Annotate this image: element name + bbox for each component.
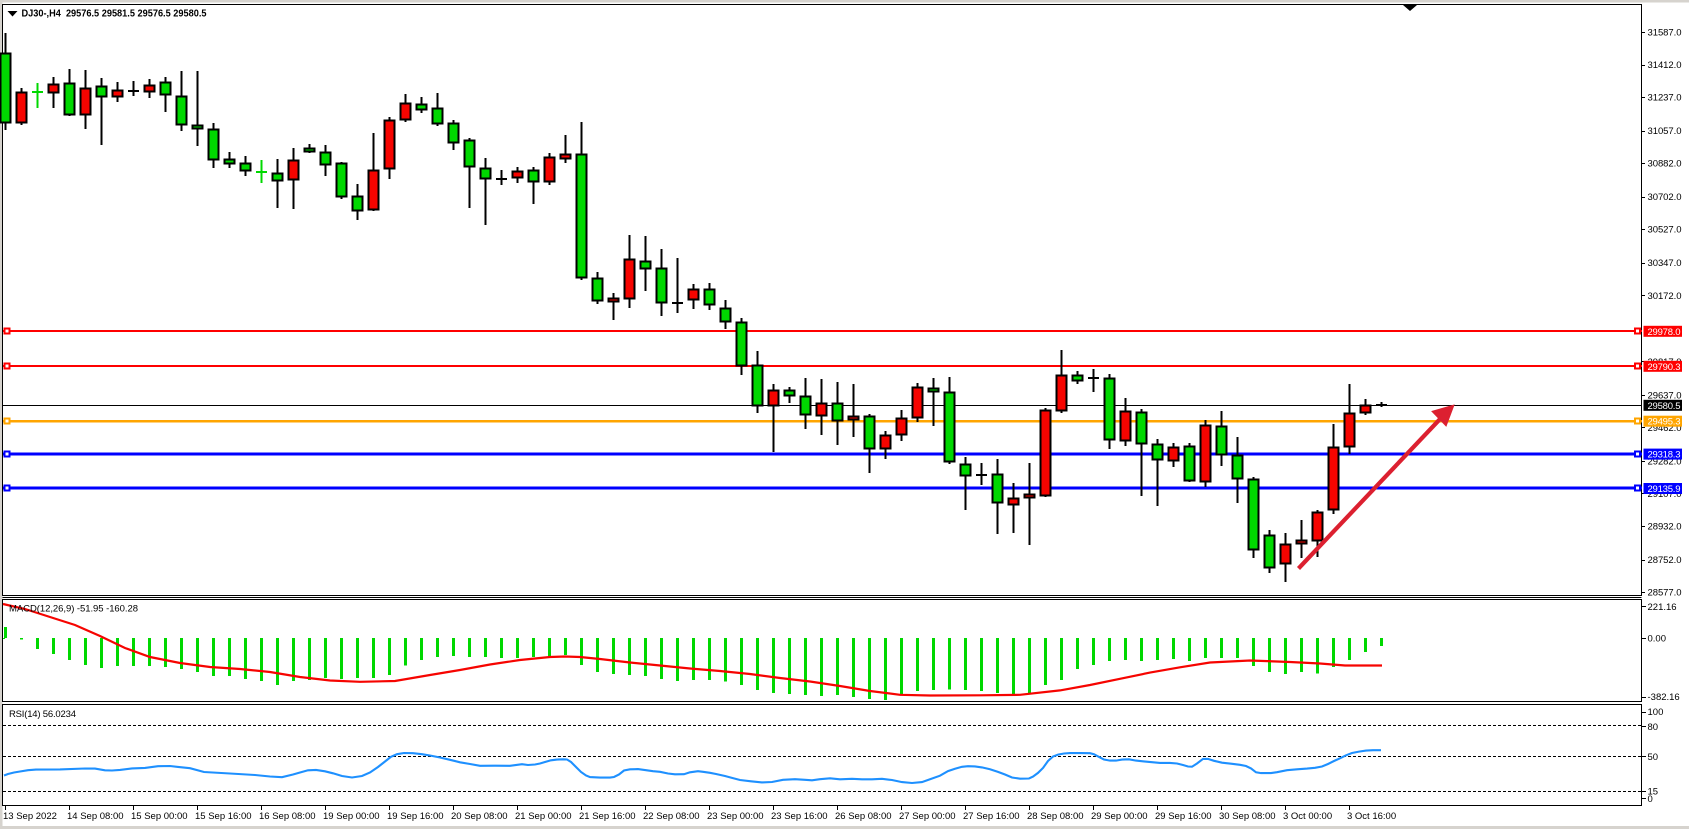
svg-text:15 Sep 16:00: 15 Sep 16:00	[195, 811, 252, 822]
svg-text:27 Sep 00:00: 27 Sep 00:00	[899, 811, 956, 822]
svg-text:221.16: 221.16	[1648, 602, 1677, 613]
svg-text:50: 50	[1648, 752, 1659, 763]
svg-text:28932.0: 28932.0	[1648, 522, 1682, 533]
svg-text:RSI(14) 56.0234: RSI(14) 56.0234	[9, 709, 76, 720]
svg-text:14 Sep 08:00: 14 Sep 08:00	[67, 811, 124, 822]
svg-text:27 Sep 16:00: 27 Sep 16:00	[963, 811, 1020, 822]
svg-text:MACD(12,26,9) -51.95 -160.28: MACD(12,26,9) -51.95 -160.28	[9, 604, 138, 615]
svg-text:29107.0: 29107.0	[1648, 489, 1682, 500]
svg-text:31587.0: 31587.0	[1648, 28, 1682, 39]
svg-text:26 Sep 08:00: 26 Sep 08:00	[835, 811, 892, 822]
svg-text:31412.0: 31412.0	[1648, 60, 1682, 71]
svg-text:80: 80	[1648, 722, 1659, 733]
svg-text:30347.0: 30347.0	[1648, 258, 1682, 269]
svg-text:20 Sep 08:00: 20 Sep 08:00	[451, 811, 508, 822]
svg-text:-382.16: -382.16	[1648, 692, 1680, 703]
svg-text:30 Sep 08:00: 30 Sep 08:00	[1219, 811, 1276, 822]
svg-text:29282.0: 29282.0	[1648, 456, 1682, 467]
svg-text:29978.0: 29978.0	[1648, 327, 1681, 338]
svg-text:19 Sep 16:00: 19 Sep 16:00	[387, 811, 444, 822]
svg-text:23 Sep 00:00: 23 Sep 00:00	[707, 811, 764, 822]
svg-text:16 Sep 08:00: 16 Sep 08:00	[259, 811, 316, 822]
svg-text:19 Sep 00:00: 19 Sep 00:00	[323, 811, 380, 822]
svg-text:3 Oct 16:00: 3 Oct 16:00	[1347, 811, 1396, 822]
svg-text:29495.3: 29495.3	[1648, 417, 1681, 428]
svg-text:100: 100	[1648, 707, 1664, 718]
svg-text:29790.3: 29790.3	[1648, 362, 1681, 373]
svg-text:29 Sep 16:00: 29 Sep 16:00	[1155, 811, 1212, 822]
svg-text:29 Sep 00:00: 29 Sep 00:00	[1091, 811, 1148, 822]
svg-text:30702.0: 30702.0	[1648, 192, 1682, 203]
svg-text:22 Sep 08:00: 22 Sep 08:00	[643, 811, 700, 822]
svg-text:28752.0: 28752.0	[1648, 555, 1682, 566]
svg-text:21 Sep 00:00: 21 Sep 00:00	[515, 811, 572, 822]
svg-text:0.00: 0.00	[1648, 634, 1667, 645]
svg-text:29318.3: 29318.3	[1648, 450, 1681, 461]
svg-text:29462.0: 29462.0	[1648, 423, 1682, 434]
svg-text:30172.0: 30172.0	[1648, 291, 1682, 302]
svg-text:29135.9: 29135.9	[1648, 484, 1681, 495]
svg-text:0: 0	[1648, 794, 1653, 805]
svg-text:3 Oct 00:00: 3 Oct 00:00	[1283, 811, 1332, 822]
svg-text:21 Sep 16:00: 21 Sep 16:00	[579, 811, 636, 822]
svg-text:29580.5: 29580.5	[1648, 401, 1681, 412]
svg-text:31057.0: 31057.0	[1648, 126, 1682, 137]
svg-text:DJ30-,H4 29576.5 29581.5 2957: DJ30-,H4 29576.5 29581.5 29576.5 29580.5	[22, 9, 207, 20]
svg-text:23 Sep 16:00: 23 Sep 16:00	[771, 811, 828, 822]
svg-text:28577.0: 28577.0	[1648, 588, 1682, 599]
svg-text:15 Sep 00:00: 15 Sep 00:00	[131, 811, 188, 822]
svg-text:29637.0: 29637.0	[1648, 390, 1682, 401]
svg-text:30527.0: 30527.0	[1648, 225, 1682, 236]
svg-text:13 Sep 2022: 13 Sep 2022	[3, 811, 57, 822]
svg-text:15: 15	[1648, 787, 1659, 798]
svg-text:31237.0: 31237.0	[1648, 93, 1682, 104]
svg-text:30882.0: 30882.0	[1648, 159, 1682, 170]
svg-text:28 Sep 08:00: 28 Sep 08:00	[1027, 811, 1084, 822]
